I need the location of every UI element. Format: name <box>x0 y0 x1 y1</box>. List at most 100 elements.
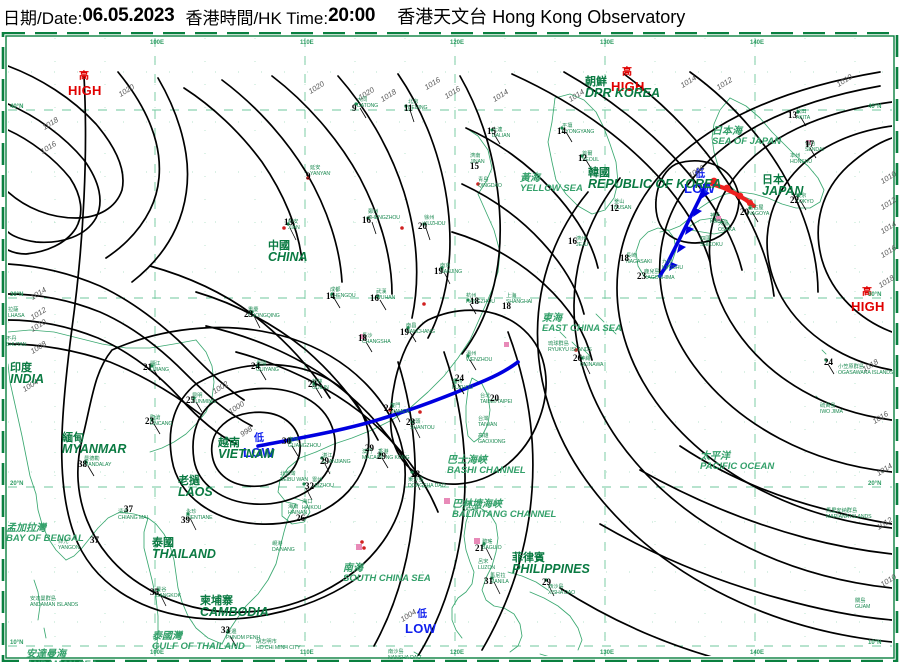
city-label-en: CHENGDU <box>330 293 356 299</box>
city-label-en: TOKYO <box>796 199 814 205</box>
city-label-cn: 永珍 <box>186 509 197 515</box>
longitude-tick-bottom: 130E <box>600 650 615 656</box>
longitude-tick-top: 100E <box>150 40 165 46</box>
city-label-en: SHANTOU <box>410 425 435 431</box>
region-label-en: DPR KOREA <box>585 86 661 100</box>
surface-analysis-svg <box>0 32 900 662</box>
city-label-cn: 海口 <box>302 499 313 505</box>
city-label-cn: 溫州 <box>466 351 477 357</box>
city-label-en: JEJU <box>576 242 588 248</box>
latitude-tick-left: 20°N <box>10 481 24 487</box>
low-marker-en-scs: LOW <box>405 621 437 636</box>
city-label-cn: 名古屋 <box>748 205 764 211</box>
cold-front-south-china <box>256 360 520 448</box>
region-label-en: LUZON <box>478 565 496 571</box>
region-label-cn: 東沙島 <box>408 477 424 483</box>
sea-label-cn: 東海 <box>542 313 562 324</box>
longitude-tick-top: 140E <box>750 40 765 46</box>
isobars <box>8 65 892 656</box>
city-label-cn: 福州 <box>452 379 463 385</box>
city-label-en: MANILA <box>490 579 509 585</box>
city-label-cn: 徐州 <box>424 215 435 221</box>
low-marker-cn-japan: 低 <box>695 169 705 180</box>
city-label-en: VIENTIANE <box>186 515 213 521</box>
station-temperature: 12 <box>578 153 587 163</box>
sea-label-en: EAST CHINA SEA <box>542 323 622 334</box>
station-temperature: 9 <box>306 171 311 181</box>
region-label-cn: 韓國 <box>588 166 610 179</box>
station-plots <box>87 107 835 647</box>
city-label-cn: 神戶 <box>710 213 721 219</box>
sea-label-cn: 巴林塘海峽 <box>452 499 502 510</box>
sea-label-en: BASHI CHANNEL <box>447 465 526 476</box>
city-label-cn: 鹿兒島 <box>644 269 660 275</box>
station-temperature: 21 <box>475 543 484 553</box>
city-label-en: CHIANG MAI <box>118 515 148 521</box>
city-label-cn: 沖繩 <box>580 356 591 362</box>
station-temperature: 18 <box>502 301 511 311</box>
station-temperature: 19 <box>400 327 409 337</box>
station-temperature: 22 <box>790 195 799 205</box>
city-label-cn: 南京 <box>440 263 451 269</box>
station-temperature: 26 <box>296 513 305 523</box>
city-label-en: SHANGHAI <box>506 299 533 305</box>
region-label-en: HAINAN <box>288 510 308 516</box>
station-temperature: 20 <box>490 393 499 403</box>
city-label-en: DATONG <box>357 103 379 109</box>
city-label-en: YANYAN <box>310 171 330 177</box>
city-label-en: HO CHI MINH CITY <box>256 645 301 651</box>
high-marker-en-pacific: HIGH <box>851 299 885 314</box>
weather-chart-map[interactable]: 高 HIGH 高 HIGH 高 HIGH 低 LOW 低 LOW 低 LOW 1… <box>0 32 900 662</box>
region-label-cn: 呂宋 <box>478 559 489 565</box>
region-label-en: RYUKYU ISLANDS <box>548 347 592 353</box>
city-label-cn: 鄭州 <box>368 209 379 215</box>
station-temperature: 32 <box>305 481 314 491</box>
city-label-en: GAOXIONG <box>478 439 506 445</box>
city-label-cn: 仙台 <box>805 141 816 147</box>
sea-label-en: SEA OF JAPAN <box>712 136 782 147</box>
longitude-tick-bottom: 100E <box>150 650 165 656</box>
region-label-en: MARIANA ISLANDS <box>826 514 872 520</box>
longitude-tick-bottom: 140E <box>750 650 765 656</box>
region-label-en: XISHA DAO <box>548 590 576 596</box>
city-label-en: MACAO <box>362 455 381 461</box>
city-label-cn: 雷州 <box>312 477 323 483</box>
longitude-tick-top: 120E <box>450 40 465 46</box>
city-label-cn: 首爾 <box>582 151 593 157</box>
latitude-tick-left: 30°N <box>10 292 24 298</box>
city-label-cn: 台北 <box>480 393 491 399</box>
sea-label-en: PACIFIC OCEAN <box>700 461 775 472</box>
city-label-en: KOBE <box>710 219 725 225</box>
date-label: 日期/Date: <box>3 8 83 28</box>
city-label-cn: 大同 <box>357 97 368 103</box>
region-label-cn: 硫黃島 <box>820 403 836 409</box>
city-label-en: GUILIN <box>312 385 329 391</box>
region-label-cn: 北部灣 <box>280 471 296 477</box>
station-temperature: 20 <box>740 207 749 217</box>
region-label-cn: 本州 <box>790 153 801 159</box>
high-marker-cn-mongolia: 高 <box>79 71 89 82</box>
sea-label-en: SOUTH CHINA SEA <box>343 573 431 584</box>
station-temperature: 39 <box>181 515 190 525</box>
latitude-tick-right: 10°N <box>868 640 882 646</box>
city-label-cn: 廣州 <box>288 437 299 443</box>
time-value: 20:00 <box>328 5 376 26</box>
region-label-en: BEIBU WAN <box>280 477 309 483</box>
city-label-en: XIAN <box>288 225 300 231</box>
city-label-cn: 拉薩 <box>8 307 19 313</box>
station-temperature: 30 <box>282 436 291 446</box>
city-label-en: XUZHOU <box>424 221 446 227</box>
region-label-cn: 四國 <box>700 236 711 242</box>
station-temperature: 11 <box>404 103 413 113</box>
city-label-cn: 西安 <box>288 219 299 225</box>
station-temperature: 25 <box>186 395 195 405</box>
sea-label-en: BALINTANG CHANNEL <box>452 509 557 520</box>
station-temperature: 29 <box>365 443 374 453</box>
city-label-cn: 長崎 <box>626 253 637 259</box>
region-label-cn: 菲律賓 <box>512 551 545 564</box>
station-temperature: 19 <box>434 266 443 276</box>
city-label-en: DA NANG <box>272 547 295 553</box>
station-temperature: 24 <box>455 373 464 383</box>
city-label-en: ZHANJIANG <box>322 459 351 465</box>
station-temperature: 12 <box>610 203 619 213</box>
